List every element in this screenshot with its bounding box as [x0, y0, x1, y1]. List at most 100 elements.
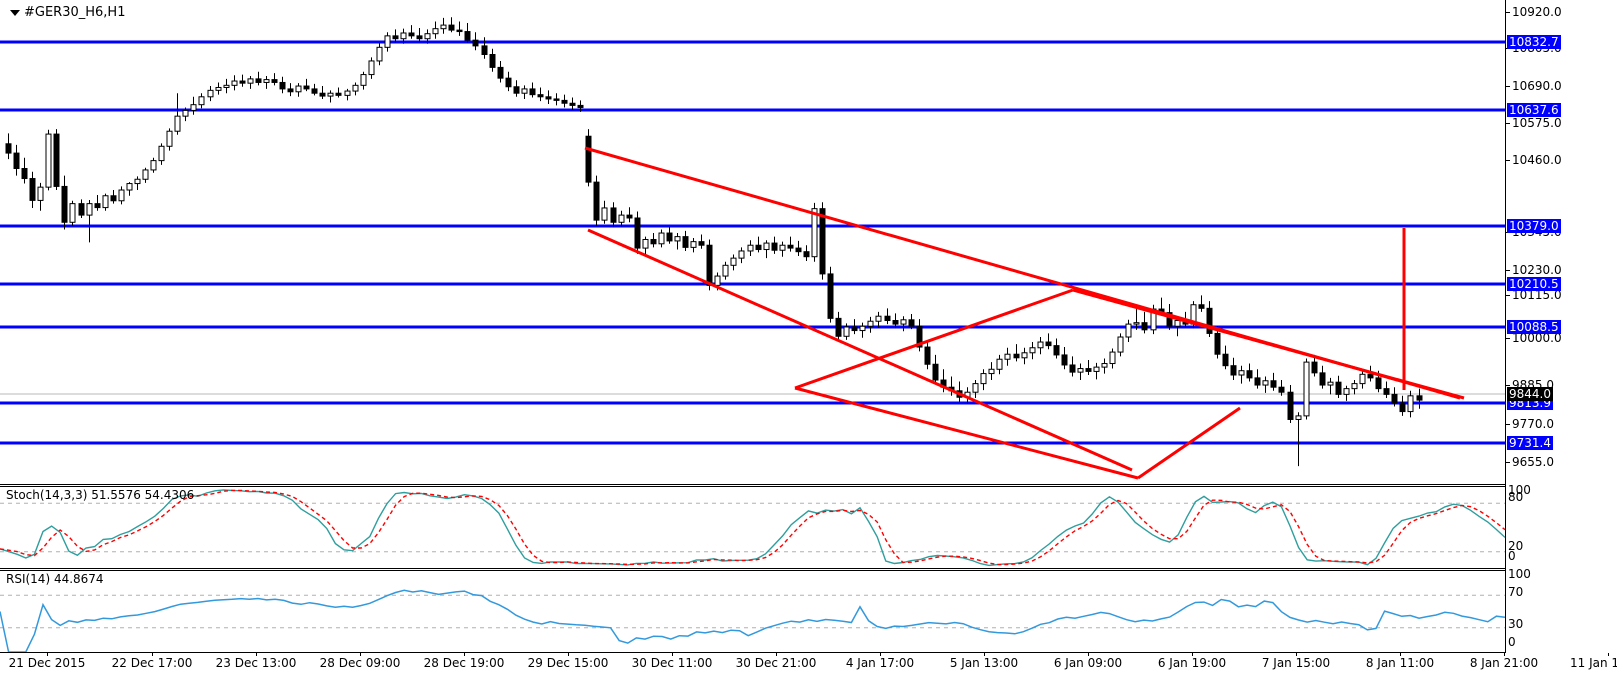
- candle-body-bullish: [69, 203, 76, 223]
- candle-body-bearish: [561, 99, 568, 104]
- time-tick: [360, 653, 361, 656]
- candle-body-bearish: [819, 208, 826, 275]
- candle-body-bearish: [255, 78, 262, 83]
- candle-body-bullish: [674, 236, 681, 242]
- stochastic-scale-tick: 20: [1508, 539, 1524, 553]
- candle-body-bearish: [5, 143, 12, 154]
- trendline-diamond-lower-right[interactable]: [1137, 406, 1241, 480]
- candle-body-bullish: [1174, 320, 1181, 327]
- candlestick-series[interactable]: [5, 17, 1423, 467]
- price-level-label[interactable]: 10210.5: [1507, 277, 1561, 291]
- candle-body-bearish: [666, 232, 673, 242]
- trendline-diamond-lower-left[interactable]: [794, 386, 1139, 480]
- candle-body-bullish: [215, 86, 222, 91]
- candle-body-bullish: [1407, 395, 1414, 413]
- candle-body-bearish: [755, 244, 762, 251]
- time-tick: [984, 653, 985, 656]
- trendline-diamond-upper-right[interactable]: [1072, 288, 1465, 400]
- time-axis[interactable]: 21 Dec 2015 22 Dec 17:00 23 Dec 13:00 28 De…: [0, 653, 1617, 673]
- candle-body-bearish: [1367, 373, 1374, 379]
- time-axis-label: 5 Jan 13:00: [949, 656, 1019, 670]
- candle-body-bullish: [182, 109, 189, 117]
- candle-body-bullish: [1262, 380, 1269, 386]
- collapse-chart-icon[interactable]: [10, 10, 20, 16]
- candle-body-bullish: [601, 207, 608, 221]
- candle-body-bullish: [207, 89, 214, 98]
- candle-body-bullish: [1351, 383, 1358, 390]
- time-tick: [672, 653, 673, 656]
- candle-body-bearish: [464, 31, 471, 41]
- time-axis-label: 21 Dec 2015: [8, 656, 86, 670]
- price-axis[interactable]: 10920.010805.010690.010575.010460.010345…: [1506, 0, 1617, 485]
- price-chart-canvas[interactable]: [0, 0, 1505, 484]
- candle-body-bearish: [1214, 332, 1221, 355]
- trendline-group[interactable]: [584, 146, 1465, 480]
- rsi-line: [0, 589, 1505, 652]
- candle-body-bullish: [231, 80, 238, 86]
- candle-body-bearish: [78, 203, 85, 216]
- candle-body-bullish: [1125, 323, 1132, 338]
- rsi-scale-tick: 100: [1508, 567, 1531, 581]
- candle-body-bearish: [1391, 393, 1398, 404]
- candle-body-bearish: [1206, 307, 1213, 334]
- stochastic-pane[interactable]: [0, 486, 1506, 569]
- time-tick: [1296, 653, 1297, 656]
- chart-title: #GER30_H6,H1: [24, 5, 126, 20]
- candle-body-bearish: [593, 181, 600, 221]
- candle-body-bearish: [932, 363, 939, 381]
- time-axis-label: 28 Dec 09:00: [319, 656, 401, 670]
- time-tick: [568, 653, 569, 656]
- candle-body-bearish: [481, 45, 488, 55]
- candle-body-bearish: [1045, 341, 1052, 347]
- time-tick: [47, 653, 48, 656]
- candle-body-bullish: [126, 183, 133, 191]
- time-axis-label: 4 Jan 17:00: [845, 656, 915, 670]
- price-axis-separator: [1505, 0, 1506, 653]
- trendline-channel-lower[interactable]: [587, 228, 1133, 472]
- rsi-scale-tick: 30: [1508, 617, 1524, 631]
- candle-body-bearish: [537, 94, 544, 98]
- time-axis-label: 8 Jan 11:00: [1365, 656, 1435, 670]
- price-level-label[interactable]: 10088.5: [1507, 320, 1561, 334]
- rsi-scale-tick: 70: [1508, 585, 1524, 599]
- price-level-label[interactable]: 10832.7: [1507, 35, 1561, 49]
- price-tick: 9655.0: [1506, 456, 1554, 468]
- price-level-label[interactable]: 9731.4: [1507, 436, 1553, 450]
- price-level-label[interactable]: 10379.0: [1507, 219, 1561, 233]
- stochastic-scale-tick: 100: [1508, 483, 1531, 497]
- candle-body-bullish: [1004, 353, 1011, 360]
- candle-body-bearish: [21, 168, 28, 180]
- candle-body-bullish: [360, 74, 367, 86]
- candle-body-bearish: [916, 325, 923, 348]
- candle-body-bullish: [158, 145, 165, 162]
- time-axis-label: 11 Jan 17:00: [1570, 656, 1617, 670]
- candle-body-bearish: [553, 98, 560, 101]
- candle-body-bullish: [1343, 388, 1350, 395]
- trendline-diamond-upper-left[interactable]: [794, 288, 1074, 390]
- price-tick: 10460.0: [1506, 154, 1562, 166]
- candle-body-bearish: [682, 236, 689, 248]
- candle-body-bullish: [247, 78, 254, 84]
- candle-body-bearish: [706, 244, 713, 286]
- candle-body-bearish: [110, 195, 117, 202]
- stochastic-title: Stoch(14,3,3) 51.5576 54.4306: [6, 488, 195, 502]
- candle-body-bullish: [859, 325, 866, 332]
- candle-body-bearish: [513, 86, 520, 94]
- candle-body-bullish: [618, 214, 625, 223]
- candle-body-bullish: [1133, 322, 1140, 325]
- rsi-pane[interactable]: [0, 570, 1506, 653]
- price-pane[interactable]: [0, 0, 1506, 485]
- price-level-label[interactable]: 10637.6: [1507, 103, 1561, 117]
- candle-body-bearish: [13, 152, 20, 170]
- time-axis-label: 6 Jan 19:00: [1157, 656, 1227, 670]
- candle-body-bullish: [1327, 381, 1334, 386]
- candle-body-bullish: [376, 46, 383, 62]
- candle-body-bearish: [1375, 377, 1382, 390]
- candle-body-bearish: [61, 185, 68, 223]
- time-axis-label: 7 Jan 15:00: [1261, 656, 1331, 670]
- candle-body-bullish: [166, 130, 173, 147]
- candle-body-bearish: [585, 135, 592, 183]
- candle-body-bearish: [505, 77, 512, 88]
- candle-body-bullish: [738, 250, 745, 259]
- candle-body-bullish: [150, 160, 157, 171]
